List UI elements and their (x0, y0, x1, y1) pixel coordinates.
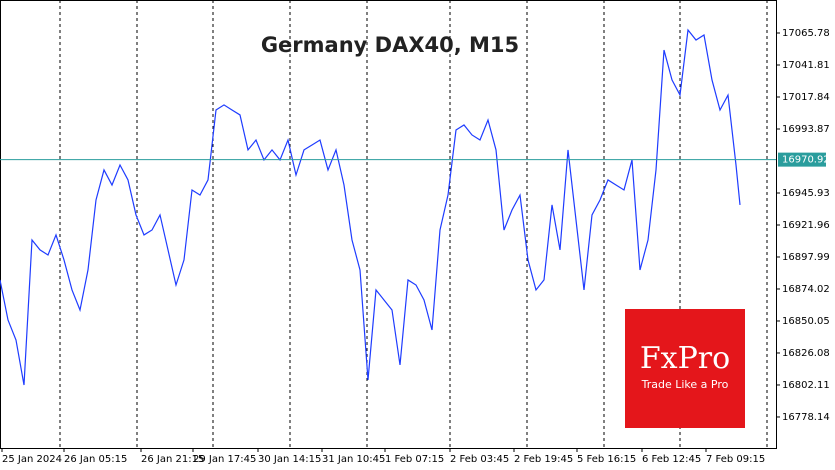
x-tick-label: 26 Jan 21:15 (141, 454, 204, 465)
x-tick-label: 25 Jan 2024 (2, 454, 62, 465)
y-tick-label: 16826.08 (782, 348, 830, 359)
y-tick-label: 17041.81 (782, 60, 830, 71)
x-tick-label: 1 Feb 07:15 (385, 454, 444, 465)
y-tick-label: 17065.78 (782, 28, 830, 39)
x-tick-label: 6 Feb 12:45 (642, 454, 701, 465)
logo-tagline: Trade Like a Pro (641, 378, 729, 391)
x-tick-label: 30 Jan 14:15 (258, 454, 321, 465)
y-tick-label: 16778.14 (782, 412, 830, 423)
y-tick-label: 16874.02 (782, 284, 830, 295)
y-tick-label: 16850.05 (782, 316, 830, 327)
y-tick-label: 16921.96 (782, 220, 830, 231)
y-tick-label: 16945.93 (782, 188, 830, 199)
x-tick-label: 26 Jan 05:15 (64, 454, 127, 465)
price-line (0, 28, 741, 386)
x-tick-label: 5 Feb 16:15 (577, 454, 636, 465)
logo-box (625, 309, 745, 428)
y-tick-label: 16802.11 (782, 380, 830, 391)
current-price-box (778, 152, 826, 167)
chart-title: Germany DAX40, M15 (261, 33, 519, 57)
x-tick-label: 2 Feb 19:45 (514, 454, 573, 465)
x-tick-label: 31 Jan 10:45 (322, 454, 385, 465)
x-tick-label: 2 Feb 03:45 (450, 454, 509, 465)
current-price-label: 16970.92 (782, 155, 830, 166)
y-tick-label: 17017.84 (782, 92, 830, 103)
y-tick-label: 16897.99 (782, 252, 830, 263)
x-tick-label: 7 Feb 09:15 (706, 454, 765, 465)
x-tick-label: 29 Jan 17:45 (193, 454, 256, 465)
y-tick-label: 16993.87 (782, 124, 830, 135)
logo-name: FxPro (640, 341, 730, 376)
